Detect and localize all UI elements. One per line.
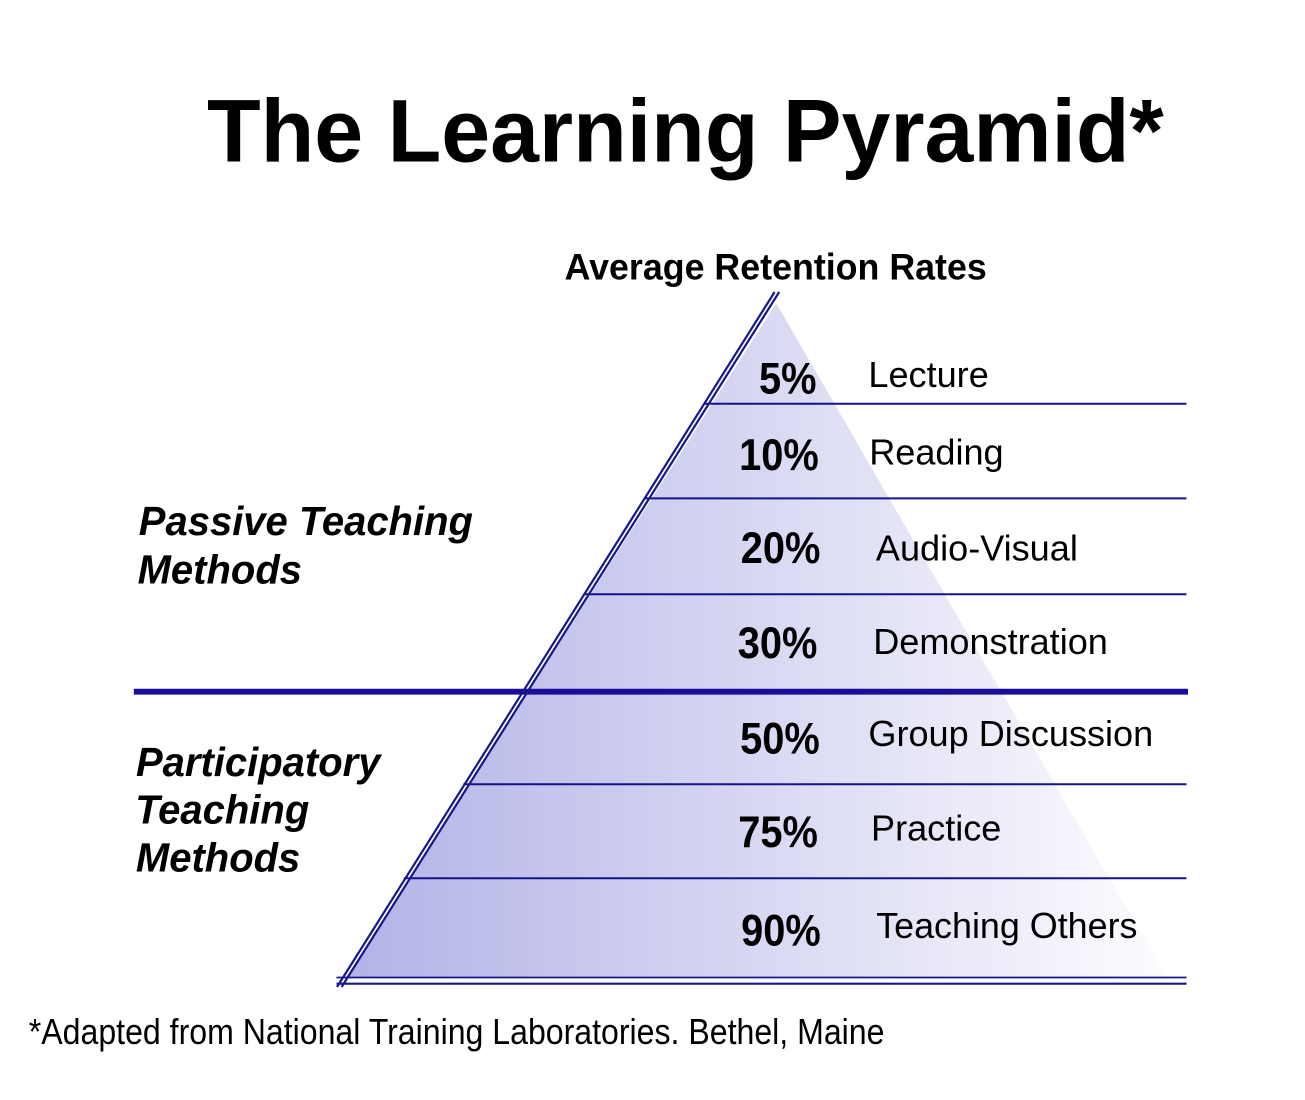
- svg-text:5%: 5%: [759, 354, 817, 404]
- svg-text:10%: 10%: [739, 430, 819, 480]
- svg-text:Demonstration: Demonstration: [873, 621, 1108, 662]
- svg-text:30%: 30%: [738, 618, 818, 668]
- svg-text:Average Retention Rates: Average Retention Rates: [565, 246, 987, 288]
- svg-text:Reading: Reading: [869, 431, 1003, 472]
- svg-text:Practice: Practice: [871, 807, 1001, 848]
- svg-text:50%: 50%: [740, 713, 820, 763]
- svg-text:The Learning Pyramid*: The Learning Pyramid*: [207, 81, 1164, 181]
- svg-text:Methods: Methods: [138, 546, 302, 593]
- svg-text:*Adapted from National Trainin: *Adapted from National Training Laborato…: [29, 1012, 885, 1052]
- svg-text:Lecture: Lecture: [868, 354, 988, 395]
- svg-text:Teaching: Teaching: [135, 786, 309, 833]
- svg-text:Passive Teaching: Passive Teaching: [139, 498, 473, 545]
- svg-text:Participatory: Participatory: [136, 738, 383, 785]
- svg-text:75%: 75%: [738, 807, 818, 857]
- svg-text:Methods: Methods: [136, 834, 300, 881]
- svg-text:Group Discussion: Group Discussion: [868, 713, 1153, 754]
- svg-text:90%: 90%: [741, 906, 821, 956]
- svg-text:20%: 20%: [741, 523, 821, 573]
- svg-text:Audio-Visual: Audio-Visual: [876, 527, 1078, 568]
- svg-text:Teaching Others: Teaching Others: [876, 905, 1137, 946]
